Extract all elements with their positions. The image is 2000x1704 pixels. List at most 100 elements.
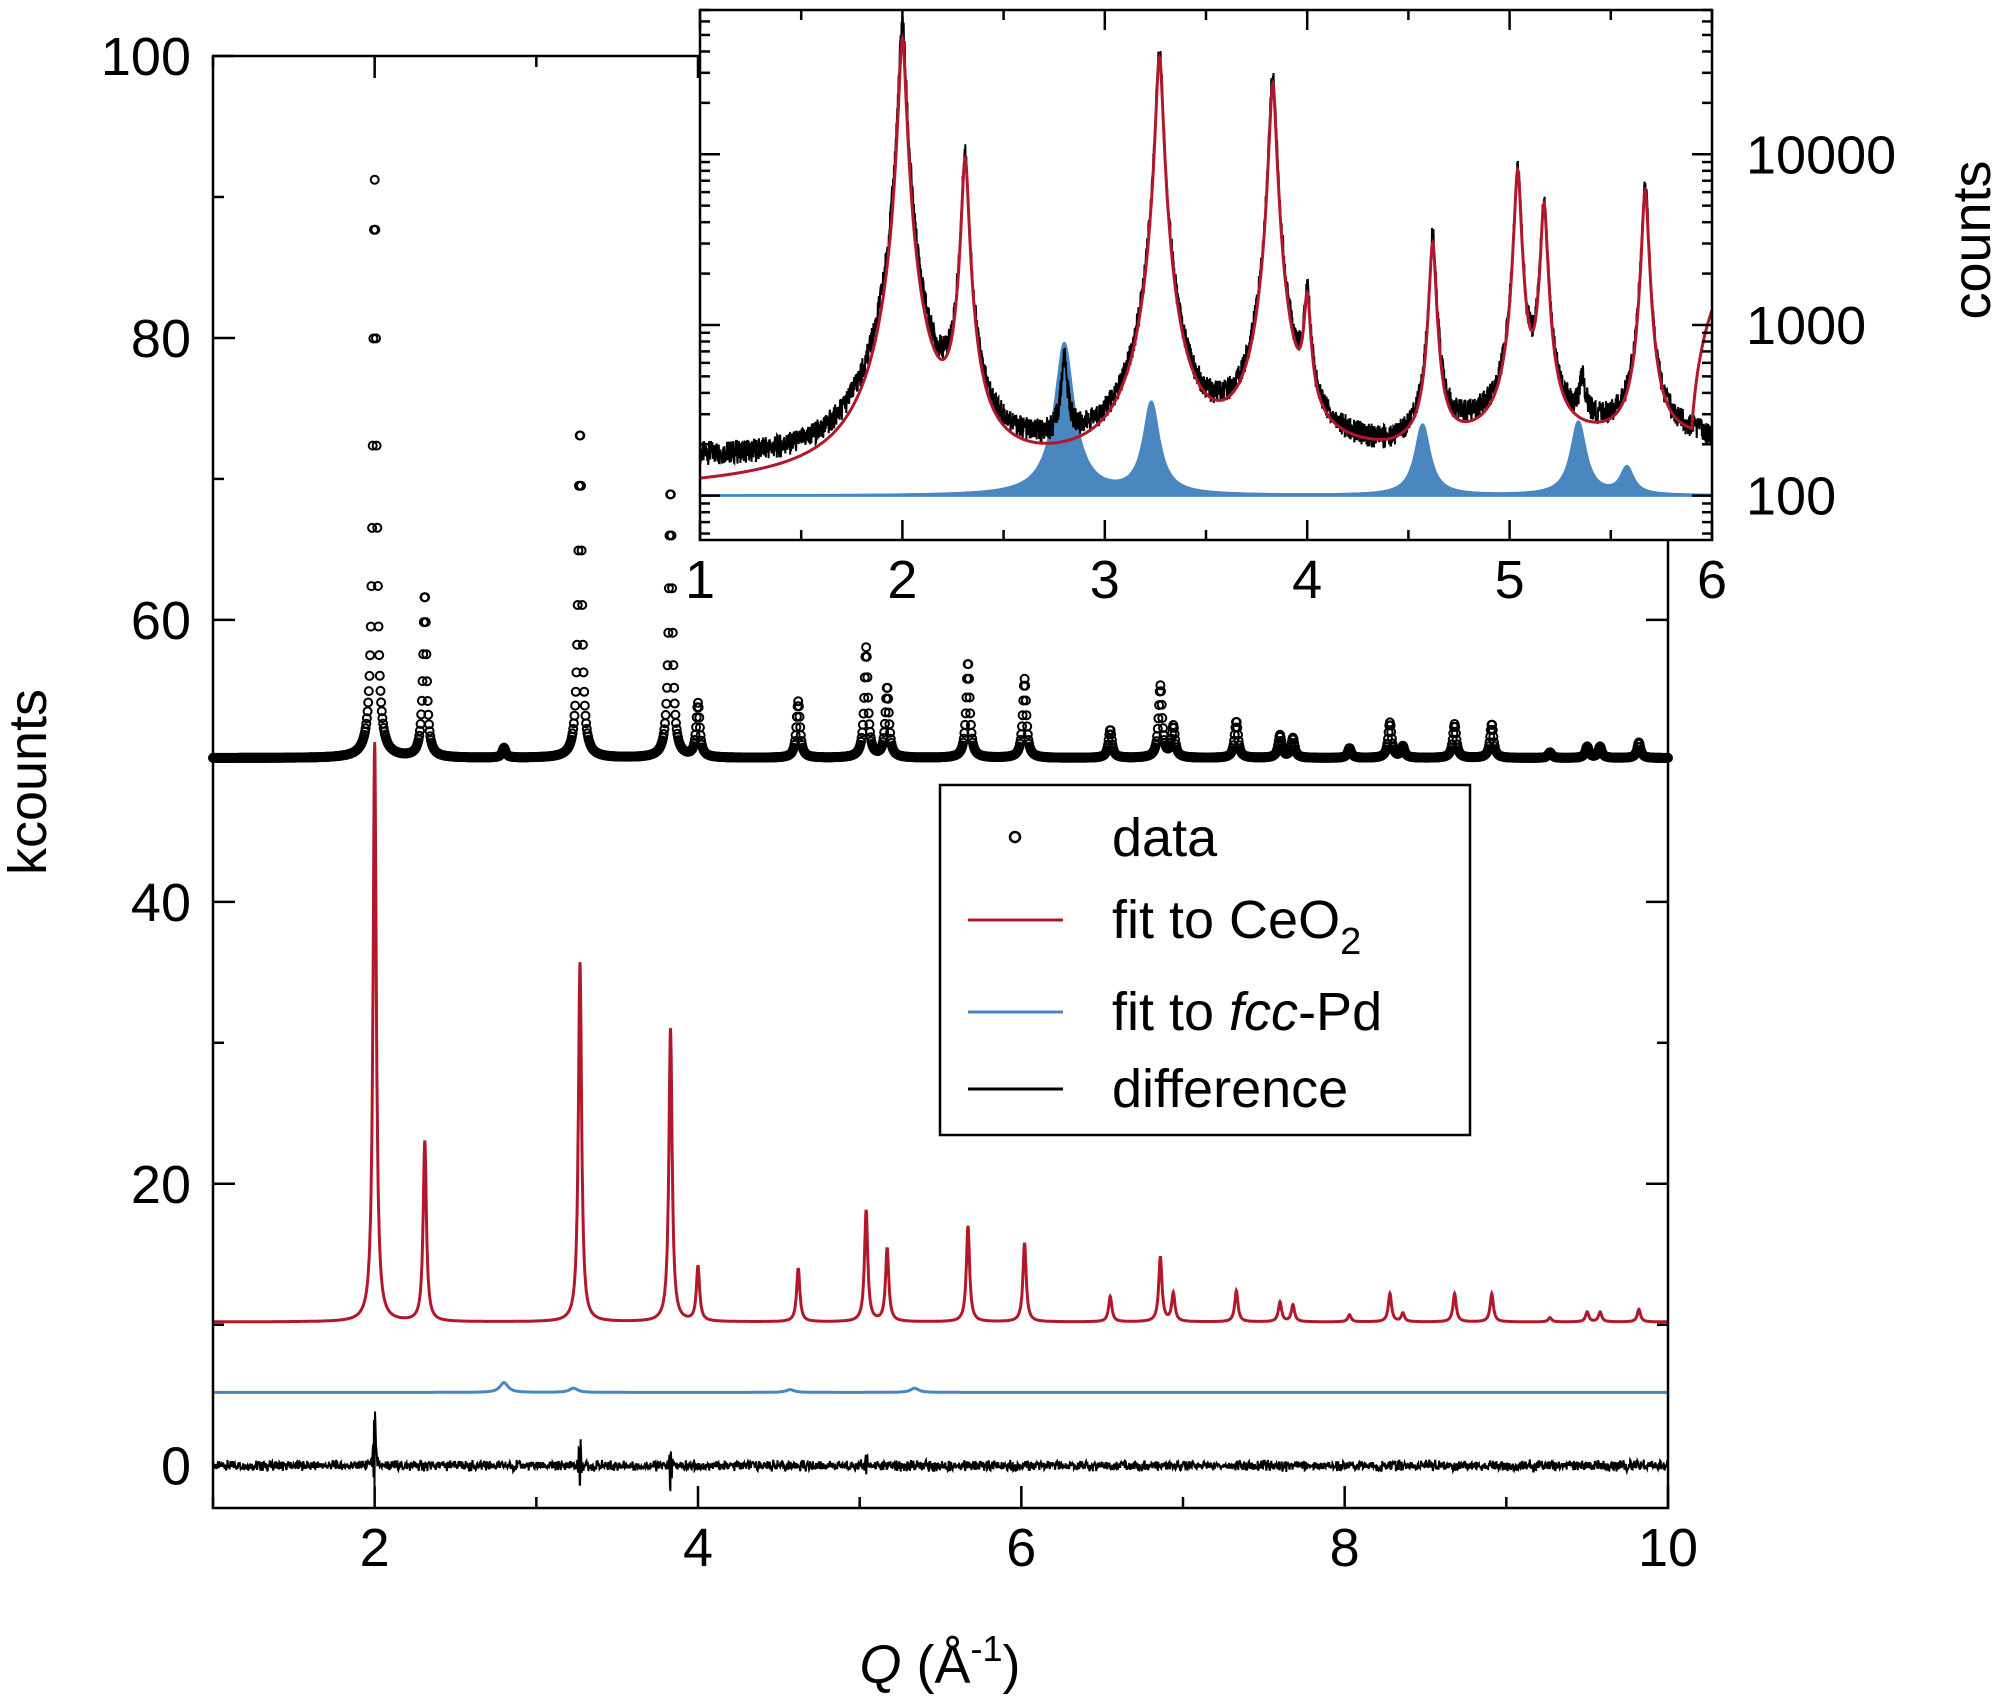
data-point xyxy=(363,686,374,697)
series-data xyxy=(208,174,1673,763)
data-point xyxy=(691,722,702,733)
data-point xyxy=(863,708,874,719)
legend-pd-pre: fit to xyxy=(1112,982,1229,1042)
data-point xyxy=(1488,731,1499,742)
x-tick-label: 2 xyxy=(360,1518,390,1578)
legend-label-data: data xyxy=(1112,808,1218,868)
inset-series-fit-pd xyxy=(698,341,1714,497)
data-point xyxy=(361,718,372,729)
x-tick-label: 4 xyxy=(683,1518,713,1578)
legend: data fit to CeO2 fit to fcc-Pd differenc… xyxy=(938,783,1472,1137)
series-difference xyxy=(212,1411,1669,1492)
data-point xyxy=(572,600,583,610)
data-point xyxy=(862,672,873,683)
data-point xyxy=(1155,680,1166,691)
data-point xyxy=(568,723,579,734)
data-point xyxy=(420,592,431,603)
data-point xyxy=(576,480,586,491)
data-point xyxy=(1450,728,1461,739)
data-point xyxy=(693,697,703,708)
data-point xyxy=(667,627,678,638)
data-point xyxy=(1017,710,1028,721)
legend-label-ceo2: fit to CeO2 xyxy=(1112,890,1361,963)
data-point xyxy=(573,545,584,556)
data-point xyxy=(1168,722,1179,733)
data-point xyxy=(662,660,673,671)
data-point xyxy=(367,522,378,533)
data-point xyxy=(1450,721,1461,732)
data-point xyxy=(576,545,587,556)
data-point xyxy=(581,718,592,729)
data-point xyxy=(659,724,670,735)
data-point xyxy=(370,224,381,235)
data-point xyxy=(795,730,806,741)
data-point xyxy=(861,651,872,662)
data-point xyxy=(425,731,436,742)
inset-x-tick-label: 2 xyxy=(887,550,917,610)
data-point xyxy=(669,698,680,709)
data-point xyxy=(372,522,383,533)
x-tick-label: 10 xyxy=(1638,1518,1698,1578)
data-point xyxy=(417,676,428,687)
data-point xyxy=(796,736,807,746)
data-point xyxy=(668,660,679,671)
x-tick-label: 8 xyxy=(1330,1518,1360,1578)
data-point xyxy=(863,692,874,703)
inset-series-group xyxy=(698,13,1714,497)
legend-ceo2-main: fit to CeO xyxy=(1112,890,1340,950)
data-point xyxy=(374,650,385,661)
data-point xyxy=(422,696,433,706)
y-tick-label: 40 xyxy=(131,873,191,933)
data-point xyxy=(1021,710,1032,721)
data-point xyxy=(1487,719,1498,730)
data-point xyxy=(966,727,977,738)
inset-y-tick-label: 100 xyxy=(1746,467,1836,527)
data-point xyxy=(1153,713,1164,724)
data-point xyxy=(579,700,590,711)
data-point xyxy=(1106,729,1117,740)
data-point xyxy=(693,702,704,713)
main-series-group xyxy=(208,174,1673,1492)
data-point xyxy=(883,693,894,704)
data-point xyxy=(885,727,896,738)
data-point xyxy=(963,659,974,670)
data-point xyxy=(361,713,372,724)
data-point xyxy=(660,710,671,720)
data-point xyxy=(669,682,680,693)
data-point xyxy=(1020,695,1031,706)
data-point xyxy=(374,670,385,681)
data-point xyxy=(663,583,674,594)
data-point xyxy=(423,709,434,720)
inset-y-axis-title: counts xyxy=(1942,160,2000,319)
x-axis-title-unit-close: ) xyxy=(1003,1635,1021,1695)
main-x-axis-title: Q (Å-1) xyxy=(859,1628,1020,1695)
data-point xyxy=(567,728,578,739)
inset-y-tick-label: 10000 xyxy=(1746,125,1896,185)
data-point xyxy=(859,692,870,703)
x-tick-label: 6 xyxy=(1006,1518,1036,1578)
data-point xyxy=(865,726,875,737)
data-point xyxy=(883,707,894,718)
inset-x-tick-label: 6 xyxy=(1697,550,1727,610)
data-point xyxy=(857,719,868,730)
data-point xyxy=(360,723,371,734)
data-point xyxy=(414,725,425,736)
data-point xyxy=(376,706,387,717)
data-point xyxy=(371,333,381,344)
data-point xyxy=(961,692,972,703)
data-point xyxy=(569,710,580,721)
data-point xyxy=(365,650,376,661)
data-point xyxy=(670,709,681,720)
data-point xyxy=(661,698,672,709)
data-point xyxy=(421,649,432,660)
inset-background xyxy=(700,10,1712,540)
data-point xyxy=(570,686,581,697)
data-point xyxy=(882,682,893,693)
data-point xyxy=(579,686,590,697)
legend-box xyxy=(938,783,1472,1137)
data-point xyxy=(666,530,677,541)
y-tick-label: 20 xyxy=(131,1155,191,1215)
data-point xyxy=(416,695,427,706)
data-point xyxy=(960,719,971,730)
